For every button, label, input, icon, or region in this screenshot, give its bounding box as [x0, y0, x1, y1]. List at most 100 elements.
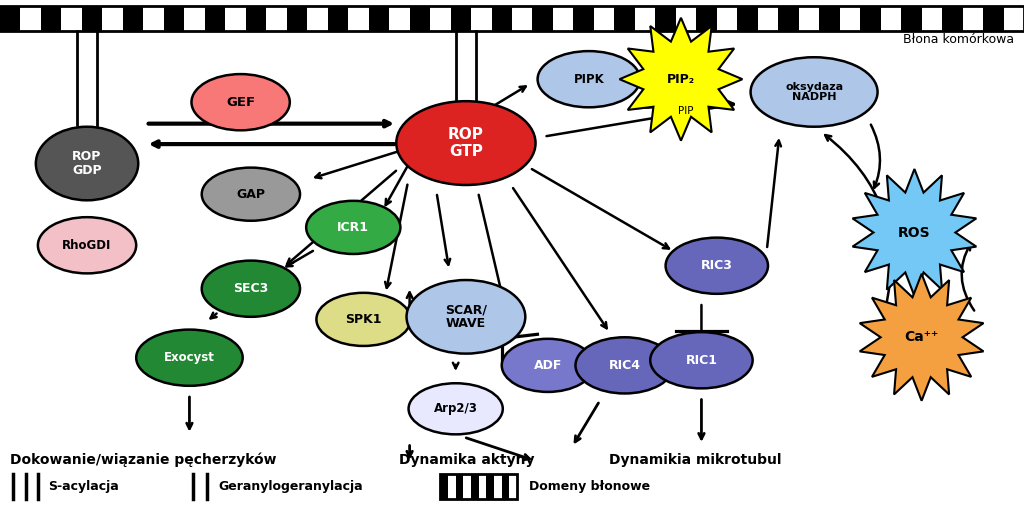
Bar [164, 6, 184, 31]
Ellipse shape [538, 51, 640, 107]
Ellipse shape [751, 57, 878, 127]
Text: Arp2/3: Arp2/3 [434, 402, 477, 415]
Ellipse shape [136, 330, 243, 386]
Bar [901, 6, 922, 31]
Bar [614, 6, 635, 31]
Bar [471, 6, 492, 31]
Text: ROP
GTP: ROP GTP [447, 127, 484, 159]
Text: SPK1: SPK1 [345, 313, 382, 326]
Bar [486, 474, 494, 499]
Polygon shape [853, 169, 976, 296]
Ellipse shape [38, 217, 136, 273]
Text: ROP
GDP: ROP GDP [73, 150, 101, 177]
Bar [881, 6, 901, 31]
Bar [348, 6, 369, 31]
Ellipse shape [202, 261, 300, 317]
Bar [594, 6, 614, 31]
Bar [143, 6, 164, 31]
Text: Błona komórkowa: Błona komórkowa [902, 33, 1014, 46]
Bar [0, 6, 20, 31]
Text: Domeny błonowe: Domeny błonowe [529, 480, 650, 493]
Bar [287, 6, 307, 31]
Text: GAP: GAP [237, 188, 265, 201]
Text: GEF: GEF [226, 96, 255, 109]
Text: RIC4: RIC4 [608, 359, 641, 372]
Bar [922, 6, 942, 31]
Text: Dynamikia mikrotubul: Dynamikia mikrotubul [609, 453, 781, 467]
Text: SCAR/
WAVE: SCAR/ WAVE [444, 304, 487, 330]
Ellipse shape [316, 293, 411, 346]
Bar [456, 474, 463, 499]
Bar [635, 6, 655, 31]
Bar [492, 6, 512, 31]
Ellipse shape [306, 201, 400, 254]
Bar [0, 6, 1024, 31]
Ellipse shape [191, 74, 290, 130]
Text: RhoGDI: RhoGDI [62, 239, 112, 252]
Bar [205, 6, 225, 31]
Text: ROS: ROS [898, 225, 931, 240]
Text: Ca⁺⁺: Ca⁺⁺ [904, 330, 939, 344]
Text: PIP₂: PIP₂ [667, 73, 695, 86]
Text: RIC3: RIC3 [700, 259, 733, 272]
Polygon shape [620, 18, 742, 141]
Bar [778, 6, 799, 31]
Bar [225, 6, 246, 31]
Bar [440, 474, 517, 499]
Text: SEC3: SEC3 [233, 282, 268, 295]
Bar [82, 6, 102, 31]
Bar [451, 6, 471, 31]
Bar [369, 6, 389, 31]
Bar [41, 6, 61, 31]
Ellipse shape [575, 337, 674, 393]
Text: Exocyst: Exocyst [164, 351, 215, 364]
Text: Dynamika aktyny: Dynamika aktyny [399, 453, 535, 467]
Bar [502, 474, 510, 499]
Text: Geranylogeranylacja: Geranylogeranylacja [218, 480, 362, 493]
Bar [942, 6, 963, 31]
Ellipse shape [650, 332, 753, 388]
Ellipse shape [396, 101, 536, 185]
Bar [1004, 6, 1024, 31]
Bar [410, 6, 430, 31]
Ellipse shape [502, 339, 594, 392]
Bar [184, 6, 205, 31]
Bar [510, 474, 517, 499]
Bar [246, 6, 266, 31]
Text: ADF: ADF [534, 359, 562, 372]
Text: ICR1: ICR1 [337, 221, 370, 234]
Bar [655, 6, 676, 31]
Bar [532, 6, 553, 31]
Bar [102, 6, 123, 31]
Text: PIP: PIP [678, 106, 694, 117]
Bar [440, 474, 449, 499]
Bar [573, 6, 594, 31]
Bar [717, 6, 737, 31]
Bar [963, 6, 983, 31]
Bar [471, 474, 478, 499]
Bar [840, 6, 860, 31]
Bar [758, 6, 778, 31]
Bar [983, 6, 1004, 31]
Ellipse shape [36, 127, 138, 200]
Bar [123, 6, 143, 31]
Bar [494, 474, 502, 499]
Bar [61, 6, 82, 31]
Bar [307, 6, 328, 31]
Bar [463, 474, 471, 499]
Bar [676, 6, 696, 31]
Text: S-acylacja: S-acylacja [48, 480, 119, 493]
Bar [430, 6, 451, 31]
Ellipse shape [409, 383, 503, 434]
Bar [20, 6, 41, 31]
Bar [696, 6, 717, 31]
Bar [512, 6, 532, 31]
Text: Dokowanie/wiązanie pęcherzyków: Dokowanie/wiązanie pęcherzyków [10, 453, 276, 467]
Bar [449, 474, 456, 499]
Bar [737, 6, 758, 31]
Ellipse shape [407, 280, 525, 354]
Text: RIC1: RIC1 [685, 354, 718, 367]
Bar [478, 474, 486, 499]
Text: PIPK: PIPK [573, 73, 604, 86]
Bar [328, 6, 348, 31]
